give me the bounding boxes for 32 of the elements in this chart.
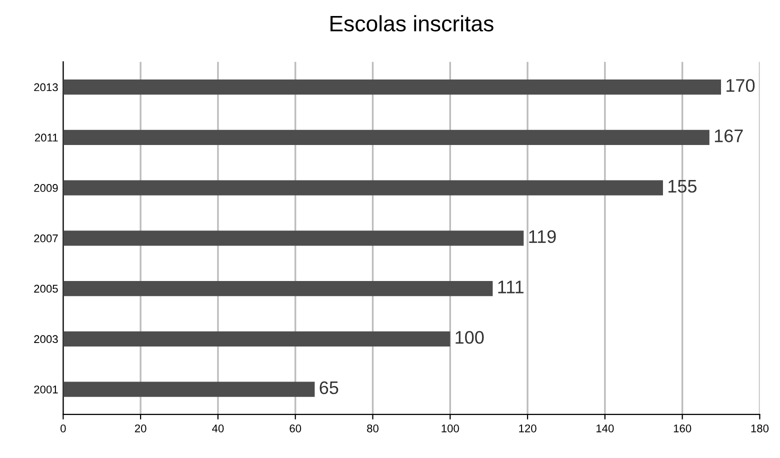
bar: [63, 382, 315, 397]
y-tick-label: 2007: [34, 234, 58, 242]
x-tick-label: 60: [290, 424, 302, 432]
y-tick-label: 2003: [34, 335, 58, 344]
data-label: 167: [714, 129, 743, 142]
x-tick-label: 20: [134, 424, 146, 432]
x-tick-label: 180: [751, 424, 769, 432]
data-label: 111: [498, 280, 524, 294]
x-tick-label: 100: [442, 424, 459, 432]
bar: [63, 230, 524, 246]
data-label: 155: [668, 180, 697, 193]
y-tick-label: 2011: [34, 134, 58, 142]
x-tick-label: 160: [674, 424, 692, 432]
bar: [63, 331, 450, 346]
y-tick-label: 2001: [34, 386, 58, 394]
data-label: 100: [456, 330, 484, 344]
x-tick-label: 120: [519, 424, 536, 432]
bar: [63, 180, 663, 196]
bar: [63, 79, 722, 95]
bar: [63, 130, 710, 145]
y-tick-label: 2009: [34, 184, 58, 192]
chart-title: Escolas inscritas: [330, 15, 494, 32]
data-label: 170: [726, 79, 755, 92]
data-label: 119: [529, 230, 556, 244]
bar: [63, 280, 493, 296]
data-label: 65: [320, 381, 338, 394]
y-tick-label: 2013: [34, 83, 58, 92]
x-tick-label: 80: [367, 424, 378, 432]
y-tick-label: 2005: [34, 284, 58, 293]
x-tick-label: 140: [596, 424, 614, 432]
x-tick-label: 0: [60, 424, 66, 432]
x-tick-label: 40: [212, 424, 224, 432]
